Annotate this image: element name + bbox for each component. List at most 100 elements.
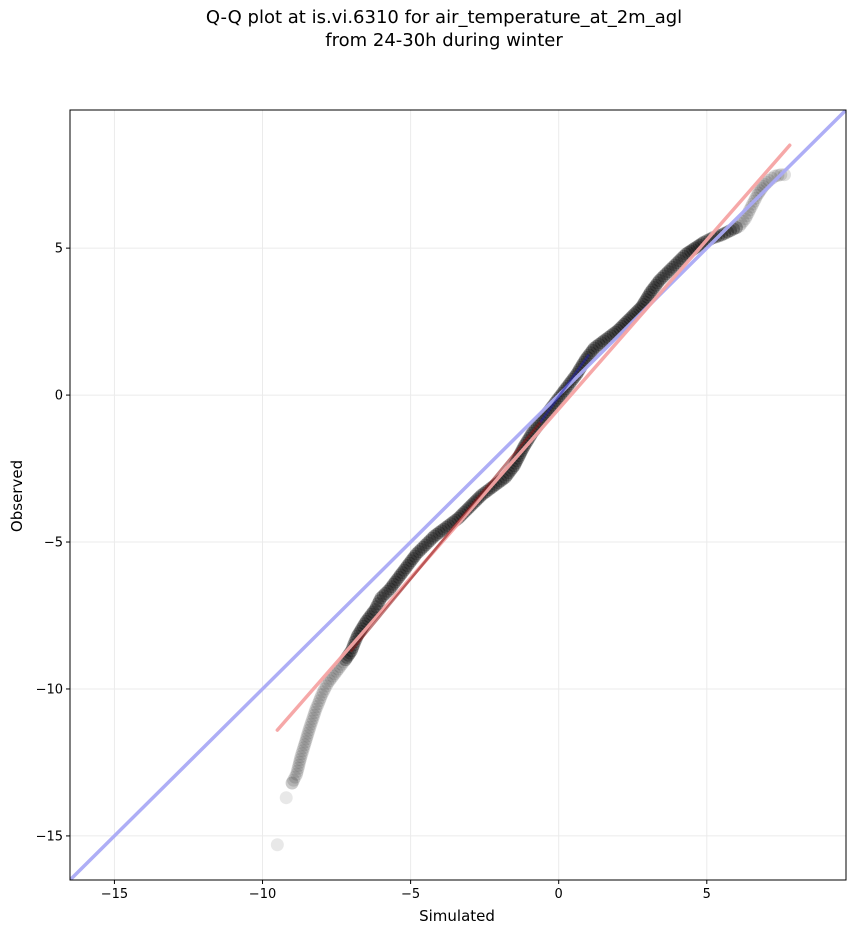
identity-line <box>70 110 846 880</box>
quantile-point-72 <box>376 589 390 603</box>
quantile-point-102 <box>437 522 451 536</box>
quantile-point-225 <box>670 256 684 270</box>
quantile-point-20 <box>301 726 315 740</box>
quantile-point-18 <box>299 732 313 746</box>
y-tick-label-1: −10 <box>36 682 63 697</box>
quantile-point-70 <box>373 594 386 608</box>
fit-line <box>275 143 792 732</box>
quantile-point-31 <box>312 694 326 708</box>
quantile-point-256 <box>744 200 758 214</box>
quantile-point-27 <box>308 706 322 719</box>
quantile-point-32 <box>314 691 328 705</box>
quantile-point-222 <box>664 262 677 276</box>
quantile-point-92 <box>414 542 428 556</box>
quantile-point-212 <box>644 285 657 299</box>
quantile-point-9 <box>292 758 306 772</box>
quantile-point-101 <box>434 524 448 538</box>
quantile-point-145 <box>521 434 535 448</box>
quantile-point-210 <box>641 290 655 304</box>
quantile-point-223 <box>666 260 680 274</box>
quantile-point-84 <box>399 561 413 575</box>
quantile-point-11 <box>293 753 307 766</box>
quantile-point-21 <box>302 723 316 737</box>
fit-line-inner-segment <box>350 420 543 653</box>
quantile-point-30 <box>311 697 325 711</box>
quantile-point-95 <box>421 536 435 550</box>
quantile-point-98 <box>427 529 441 543</box>
quantile-point-14 <box>296 744 310 758</box>
y-tick-label-2: −5 <box>44 536 63 551</box>
y-tick-label-4: 5 <box>55 242 63 257</box>
quantile-point-244 <box>718 226 732 240</box>
quantile-point-82 <box>395 566 409 580</box>
quantile-point-74 <box>381 584 395 598</box>
quantile-point-38 <box>323 674 336 688</box>
identity-line-inner-segment <box>539 354 590 423</box>
quantile-point-26 <box>307 708 321 722</box>
x-tick-label-4: 5 <box>703 887 711 902</box>
chart-title-line-2: from 24-30h during winter <box>325 30 563 51</box>
quantile-point-16 <box>298 738 312 752</box>
quantile-point-71 <box>374 591 388 605</box>
reference-lines <box>70 110 846 880</box>
quantile-point-68 <box>370 600 383 614</box>
quantile-point-87 <box>404 554 418 568</box>
quantile-point-93 <box>416 540 430 554</box>
quantile-point-183 <box>586 343 599 357</box>
quantile-point-4 <box>287 773 301 787</box>
quantile-point-37 <box>321 676 335 690</box>
quantile-point-100 <box>432 526 446 540</box>
y-tick-label-0: −15 <box>36 829 63 844</box>
quantile-point-221 <box>661 265 675 279</box>
axis-ticks: −15 −10 −5 0 5 −15 −10 −5 0 5 <box>36 242 711 902</box>
quantile-point-33 <box>315 688 329 702</box>
quantile-point-75 <box>383 582 397 596</box>
quantile-point-215 <box>649 278 663 292</box>
quantile-point-250 <box>734 217 748 231</box>
quantile-point-188 <box>597 334 611 348</box>
quantile-point-220 <box>659 267 673 281</box>
quantile-point-272 <box>778 168 791 182</box>
quantile-point-80 <box>392 570 406 584</box>
quantile-point-19 <box>300 729 314 743</box>
quantile-point-186 <box>592 338 606 351</box>
quantile-point-78 <box>388 575 402 589</box>
quantile-point-81 <box>394 568 407 582</box>
quantile-point-7 <box>290 764 304 778</box>
quantile-point-88 <box>406 552 420 565</box>
quantile-point-5 <box>288 770 302 784</box>
quantile-point-28 <box>309 703 323 716</box>
quantile-point-249 <box>732 219 746 233</box>
quantile-point-217 <box>652 274 666 287</box>
quantile-point-185 <box>590 339 604 353</box>
quantile-point-17 <box>299 735 312 749</box>
x-tick-label-1: −10 <box>249 887 276 902</box>
quantile-point-73 <box>378 587 392 600</box>
quantile-point-0 <box>270 838 284 852</box>
quantile-point-23 <box>304 717 318 731</box>
y-tick-label-3: 0 <box>55 389 63 404</box>
quantile-point-235 <box>692 238 706 252</box>
chart-title: Q-Q plot at is.vi.6310 for air_temperatu… <box>0 6 854 52</box>
quantile-point-8 <box>291 761 305 775</box>
plot-frame <box>69 109 847 881</box>
quantile-point-99 <box>430 527 444 541</box>
quantile-point-184 <box>587 341 601 355</box>
quantile-point-234 <box>690 240 704 254</box>
quantile-point-94 <box>418 538 432 552</box>
x-tick-label-0: −15 <box>101 887 128 902</box>
quantile-point-224 <box>668 258 682 272</box>
quantile-point-251 <box>736 214 750 228</box>
x-tick-label-2: −5 <box>401 887 420 902</box>
x-tick-label-3: 0 <box>555 887 563 902</box>
quantile-point-90 <box>410 547 423 561</box>
quantile-point-13 <box>295 747 309 761</box>
quantile-point-213 <box>645 283 659 297</box>
quantile-point-227 <box>675 251 689 265</box>
quantile-point-39 <box>324 671 338 685</box>
quantile-point-35 <box>318 682 332 696</box>
quantile-point-216 <box>651 276 665 290</box>
quantile-point-79 <box>390 573 404 587</box>
quantile-point-219 <box>657 269 671 283</box>
